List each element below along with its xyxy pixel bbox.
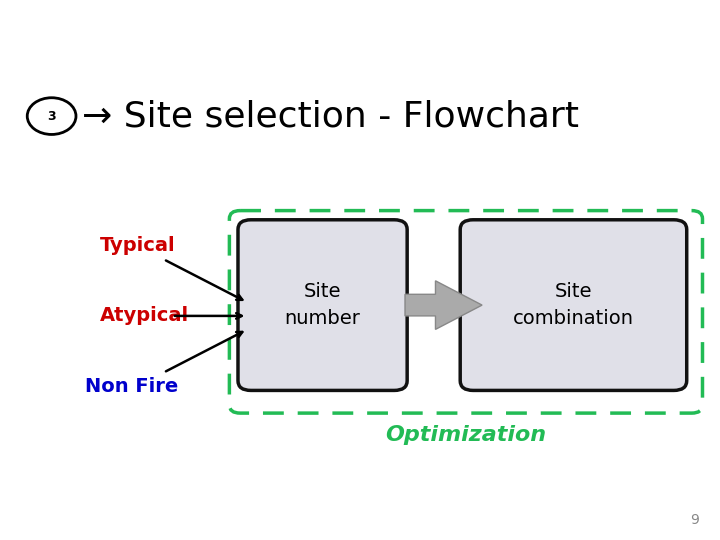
Text: Typical: Typical (100, 236, 176, 255)
Text: Site
number: Site number (284, 282, 361, 328)
Text: → Site selection - Flowchart: → Site selection - Flowchart (82, 99, 580, 133)
FancyBboxPatch shape (238, 220, 407, 390)
Text: Site
combination: Site combination (513, 282, 634, 328)
FancyBboxPatch shape (460, 220, 687, 390)
Circle shape (27, 98, 76, 134)
Text: 9: 9 (690, 512, 699, 526)
Polygon shape (405, 281, 482, 329)
Text: Atypical: Atypical (100, 306, 189, 326)
Text: 3: 3 (48, 110, 56, 123)
Text: Optimization: Optimization (385, 424, 546, 445)
Text: Non Fire: Non Fire (84, 376, 178, 396)
